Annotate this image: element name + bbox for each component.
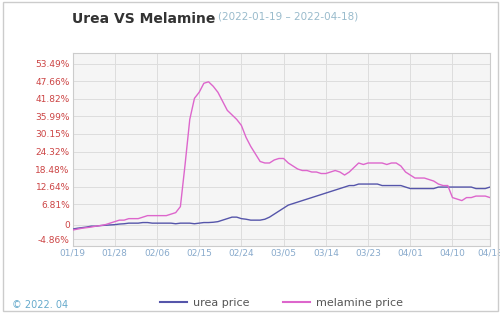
Text: (2022-01-19 – 2022-04-18): (2022-01-19 – 2022-04-18) bbox=[218, 12, 358, 22]
Legend: urea price, melamine price: urea price, melamine price bbox=[155, 294, 407, 312]
Text: Urea VS Melamine: Urea VS Melamine bbox=[72, 12, 216, 26]
Text: © 2022. 04: © 2022. 04 bbox=[12, 300, 68, 310]
